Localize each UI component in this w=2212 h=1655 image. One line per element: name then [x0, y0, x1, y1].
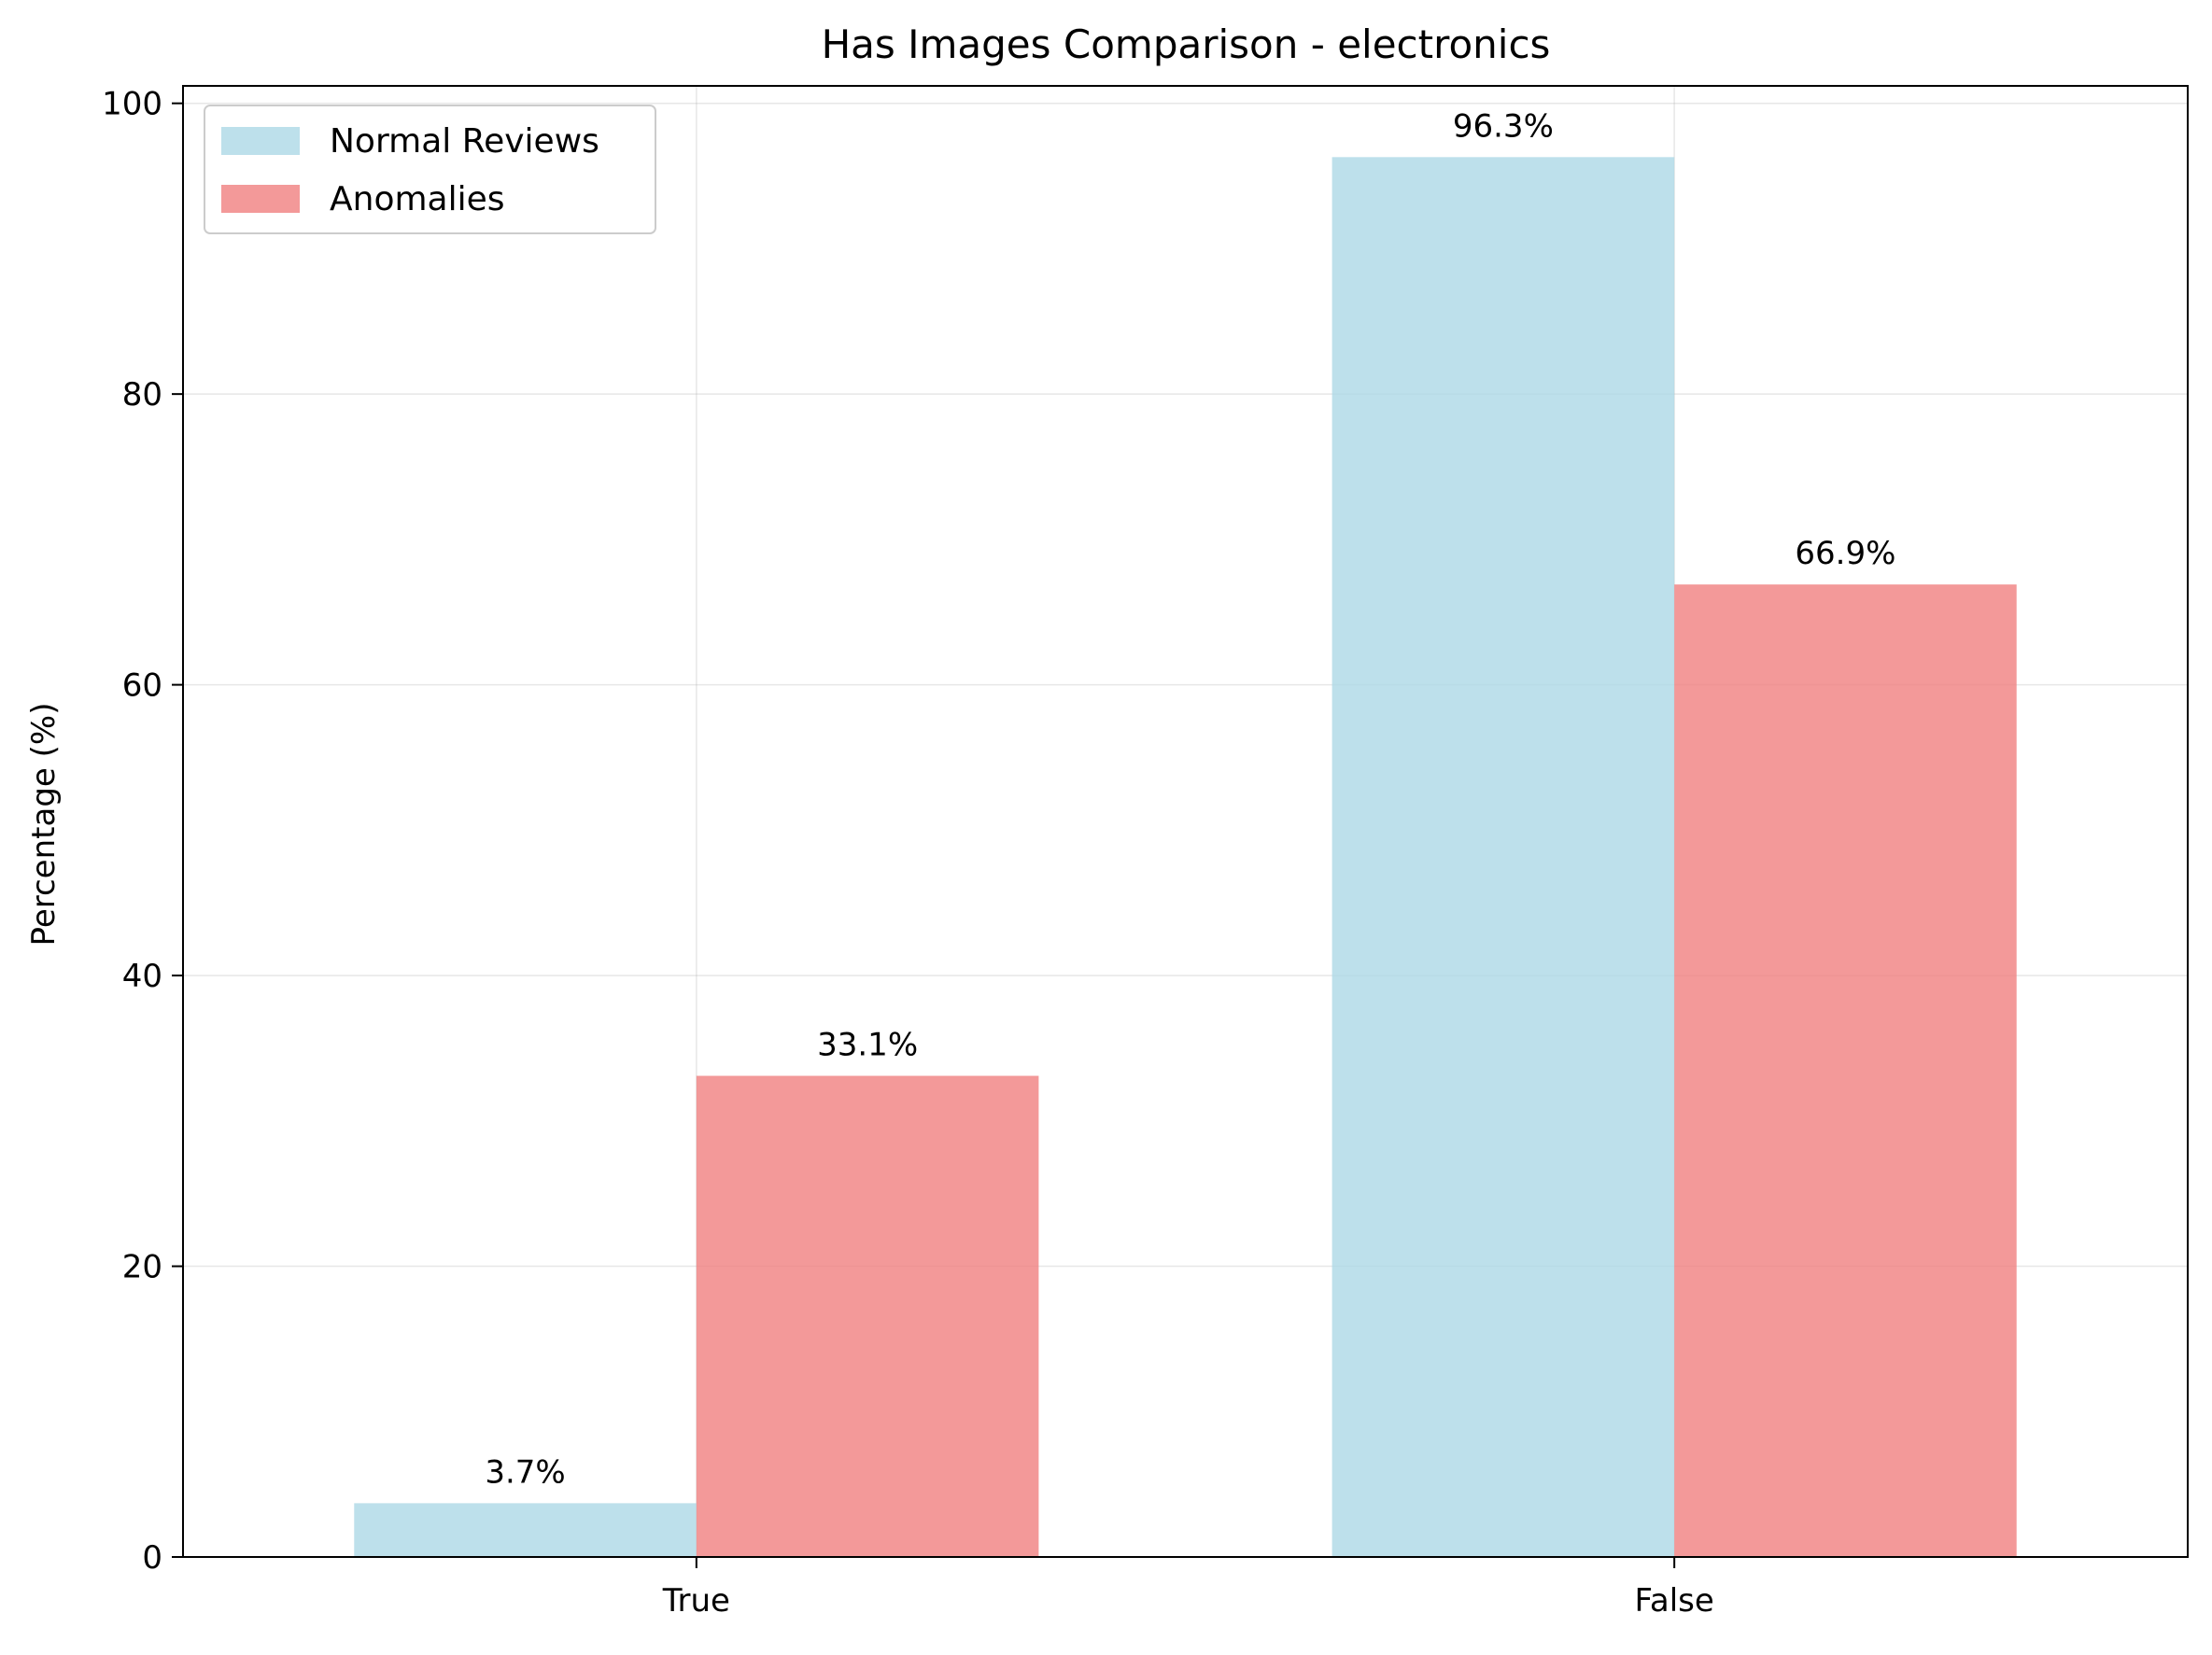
- data-labels: 3.7% 96.3% 33.1% 66.9%: [485, 107, 1895, 1491]
- data-label: 96.3%: [1453, 107, 1554, 145]
- data-label: 66.9%: [1795, 535, 1895, 572]
- y-tick-label: 80: [122, 376, 162, 414]
- legend-label: Anomalies: [330, 180, 505, 218]
- y-tick-label: 100: [102, 86, 162, 123]
- bars: [354, 157, 2017, 1557]
- legend-box: [204, 105, 656, 234]
- x-tick-label: True: [662, 1582, 730, 1620]
- y-axis-label: Percentage (%): [25, 703, 63, 947]
- bar-normal-reviews-false[interactable]: [1331, 157, 1675, 1557]
- x-tick-label: False: [1634, 1582, 1713, 1620]
- y-tick-label: 0: [142, 1539, 162, 1577]
- axes: 0 20 40 60 80 100 True False: [102, 85, 2189, 1620]
- legend-label: Normal Reviews: [330, 122, 599, 161]
- bar-normal-reviews-true[interactable]: [354, 1503, 697, 1557]
- bar-anomalies-true[interactable]: [696, 1075, 1039, 1557]
- y-tick-label: 60: [122, 667, 162, 705]
- plot-frame: [182, 85, 2189, 1558]
- y-tick-label: 40: [122, 958, 162, 995]
- legend-swatch: [221, 127, 300, 155]
- data-label: 33.1%: [817, 1027, 918, 1064]
- y-tick-label: 20: [122, 1249, 162, 1286]
- legend-swatch: [221, 185, 300, 213]
- bar-anomalies-false[interactable]: [1674, 584, 2017, 1557]
- legend[interactable]: Normal Reviews Anomalies: [204, 105, 656, 234]
- chart-title: Has Images Comparison - electronics: [822, 21, 1551, 67]
- data-label: 3.7%: [485, 1453, 565, 1491]
